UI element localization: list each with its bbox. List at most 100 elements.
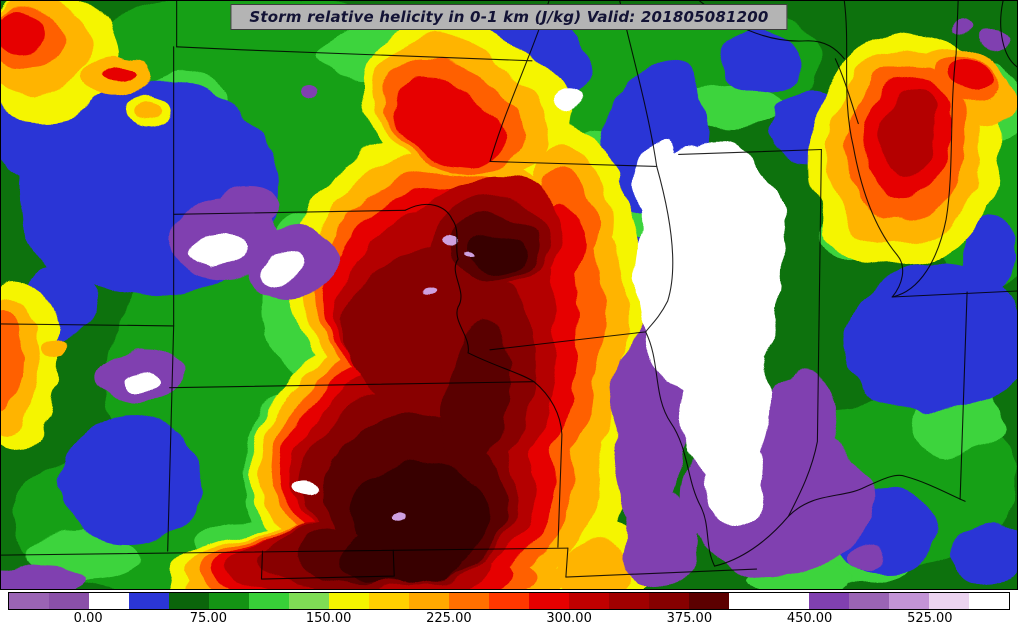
river-line [714, 474, 966, 567]
colorbar-segment [9, 593, 49, 609]
colorbar-segment [529, 593, 569, 609]
colorbar-segment [649, 593, 689, 609]
lakeshore-line [891, 1, 959, 298]
colorbar-segment [849, 593, 889, 609]
contour-blob [393, 79, 504, 166]
contour-blob [296, 479, 321, 496]
colorbar-segment [609, 593, 649, 609]
contour-blob [106, 63, 135, 82]
colorbar-tick-label: 300.00 [546, 611, 592, 626]
contour-blob [625, 489, 694, 589]
lakeshore-line [843, 1, 904, 298]
contour-blob [951, 60, 998, 93]
contour-blob [442, 239, 463, 252]
colorbar-segment [249, 593, 289, 609]
colorbar-segment [929, 593, 969, 609]
colorbar-segment [49, 593, 89, 609]
plot-title: Storm relative helicity in 0-1 km (J/kg)… [230, 4, 788, 30]
colorbar-segment [489, 593, 529, 609]
state-border-line [891, 290, 1017, 298]
state-border-line [176, 46, 533, 62]
contour-blob [845, 262, 1017, 418]
contour-blob [759, 374, 840, 465]
colorbar-tick-label: 75.00 [189, 611, 227, 626]
state-border-line [1, 547, 569, 556]
contour-blob [1, 304, 23, 415]
state-border-line [489, 331, 647, 351]
contour-blob [300, 88, 321, 103]
helicity-field-svg [1, 1, 1017, 589]
colorbar-ticks: 0.00 75.00 150.00 225.00 300.00 375.00 450.00 5… [8, 611, 1010, 631]
colorbar-segment [729, 593, 769, 609]
state-border-line [173, 209, 406, 215]
colorbar-segment [369, 593, 409, 609]
contour-blob [704, 431, 765, 528]
colorbar-tick-label: 0.00 [73, 611, 103, 626]
state-border-line [169, 381, 535, 389]
colorbar-segment [569, 593, 609, 609]
contour-blob [550, 91, 579, 110]
colorbar-segment [169, 593, 209, 609]
contour-blob [393, 514, 408, 525]
contour-blob [424, 291, 437, 299]
state-border-line [565, 568, 758, 578]
colorbar-segment [409, 593, 449, 609]
colorbar-segment [689, 593, 729, 609]
colorbar-tick-label: 150.00 [305, 611, 352, 626]
contour-blob [689, 79, 780, 132]
colorbar-tick-label: 225.00 [426, 611, 472, 626]
contour-blob [187, 233, 244, 268]
contour-blob [447, 322, 509, 477]
lakeshore-line [834, 58, 859, 125]
colorbar-segment [449, 593, 489, 609]
contour-blob [949, 529, 1017, 586]
contour-blob [342, 531, 459, 588]
contour-blob [220, 186, 281, 225]
contour-blob [62, 414, 199, 545]
contour-blob [468, 234, 524, 277]
map-canvas: Storm relative helicity in 0-1 km (J/kg)… [0, 0, 1018, 590]
colorbar-segment [209, 593, 249, 609]
contour-blob [716, 175, 773, 216]
helicity-field [1, 1, 1017, 589]
colorbar-segment [289, 593, 329, 609]
contour-blob [135, 101, 162, 120]
colorbar-area: 0.00 75.00 150.00 225.00 300.00 375.00 450.00 5… [0, 590, 1018, 633]
colorbar-tick-label: 525.00 [907, 611, 953, 626]
contour-blob [723, 36, 800, 89]
field-layer-near-black [342, 234, 524, 588]
colorbar-segment [769, 593, 809, 609]
state-border-line [787, 148, 822, 517]
colorbar-segment [129, 593, 169, 609]
contour-blob [980, 30, 1009, 51]
field-layer-white-low [118, 91, 785, 528]
contour-blob [465, 257, 476, 264]
state-border-line [678, 148, 822, 156]
state-border-line [489, 160, 658, 167]
river-line [619, 1, 716, 567]
colorbar-segment [89, 593, 129, 609]
state-border-line [1, 323, 175, 327]
colorbar-segment [969, 593, 1009, 609]
contour-blob [961, 210, 1014, 300]
state-border-line [959, 291, 968, 500]
river-line [404, 203, 469, 354]
contour-blob [41, 334, 70, 355]
river-line [467, 352, 563, 548]
state-borders [1, 1, 1017, 580]
contour-blob [1, 8, 45, 53]
state-border-line [565, 547, 569, 578]
contour-blob [1, 568, 81, 589]
contour-blob [883, 91, 939, 180]
contour-blob [955, 23, 976, 38]
contour-blob [118, 366, 163, 389]
contour-blob [260, 257, 301, 284]
colorbar-segments [8, 592, 1010, 610]
colorbar-segment [889, 593, 929, 609]
colorbar-tick-label: 450.00 [786, 611, 833, 626]
colorbar-segment [329, 593, 369, 609]
colorbar-segment [809, 593, 849, 609]
colorbar-tick-label: 375.00 [666, 611, 713, 626]
contour-blob [851, 542, 888, 569]
state-border-line [260, 549, 395, 580]
